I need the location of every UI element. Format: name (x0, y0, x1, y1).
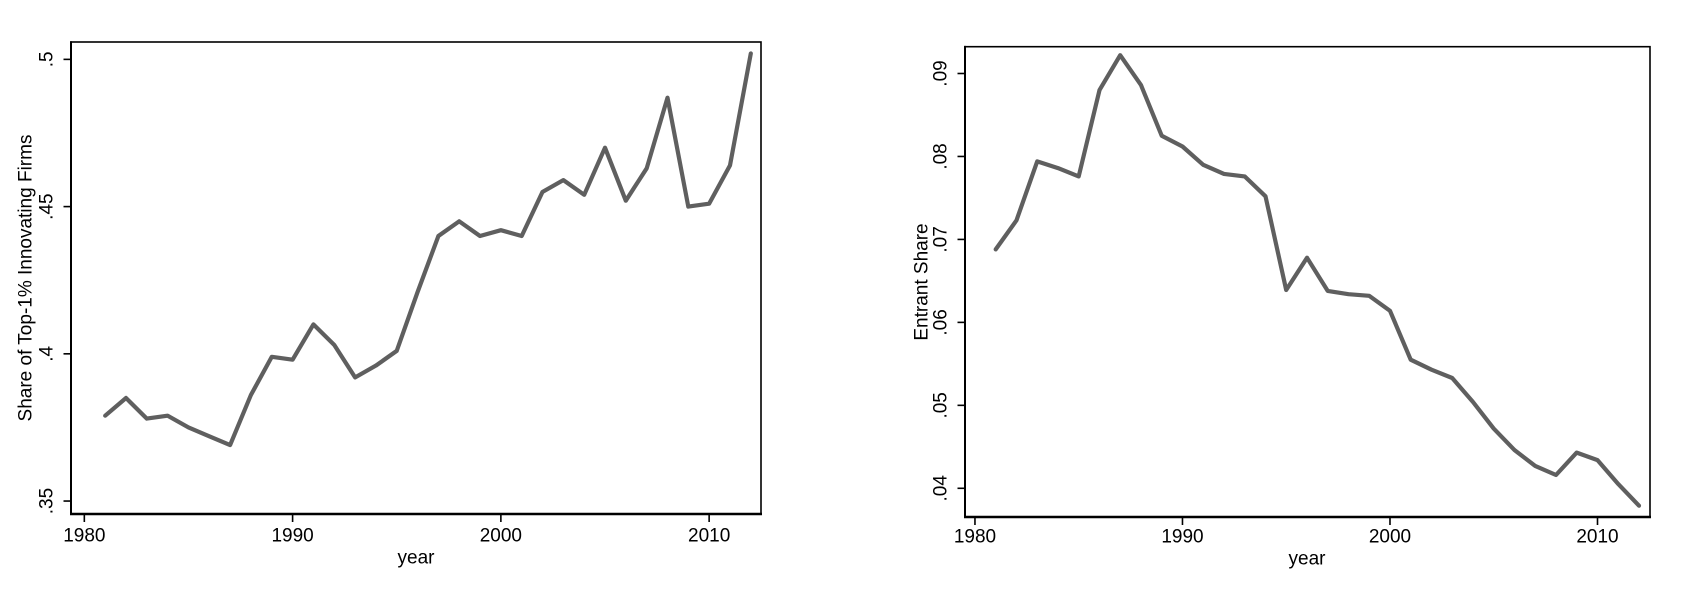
x-tick-label: 2010 (688, 526, 730, 547)
y-tick-label: .07 (931, 226, 952, 252)
y-tick-label: .45 (37, 193, 58, 219)
x-tick-label: 1990 (1161, 527, 1203, 548)
right-y-axis-title: Entrant Share (912, 223, 933, 340)
right-panel: 1980 1990 2000 2010 .04 .05 .06 .07 .08 .09 Entra… (912, 45, 1651, 570)
left-panel: 1980 1990 2000 2010 .35 .4 .45 .5 Share of Top-… (16, 41, 762, 569)
right-x-axis-title: year (1289, 549, 1327, 570)
x-tick-label: 1980 (63, 526, 105, 547)
x-tick-label: 2010 (1576, 527, 1618, 548)
x-tick-label: 2000 (1369, 527, 1411, 548)
x-tick-label: 1990 (271, 526, 313, 547)
left-plot-area: 1980 1990 2000 2010 .35 .4 .45 .5 (37, 41, 762, 547)
data-line-series (993, 53, 1642, 508)
y-tick-label: .4 (37, 345, 58, 361)
y-tick-label: .05 (931, 392, 952, 418)
y-tick-label: .06 (931, 309, 952, 335)
y-tick-label: .35 (37, 488, 58, 514)
y-tick-label: .04 (931, 475, 952, 502)
y-tick-label: .5 (37, 51, 58, 67)
x-tick-label: 2000 (480, 526, 522, 547)
y-tick-label: .08 (931, 143, 952, 169)
left-y-axis-title: Share of Top-1% Innovating Firms (16, 135, 37, 422)
plot-box (964, 45, 1651, 518)
plot-box (70, 41, 762, 515)
data-line-series (103, 51, 753, 448)
right-plot-area: 1980 1990 2000 2010 .04 .05 .06 .07 .08 .09 (931, 45, 1651, 548)
x-tick-label: 1980 (954, 527, 996, 548)
y-tick-label: .09 (931, 60, 952, 86)
left-x-axis-title: year (398, 548, 436, 569)
